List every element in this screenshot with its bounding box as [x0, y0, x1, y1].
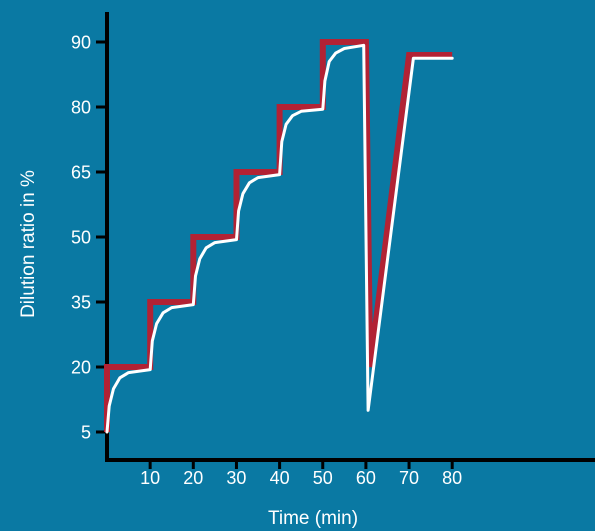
y-tick-label: 35 [71, 293, 91, 313]
x-tick-label: 40 [270, 468, 290, 488]
x-tick-label: 20 [183, 468, 203, 488]
x-tick-label: 70 [399, 468, 419, 488]
series-layer [104, 39, 454, 434]
programmed-profile-line [104, 39, 453, 432]
x-tick-label: 30 [226, 468, 246, 488]
y-tick-label: 65 [71, 163, 91, 183]
x-ticks: 10 20 30 40 50 60 70 80 [140, 460, 462, 488]
x-tick-label: 80 [442, 468, 462, 488]
x-axis-title: Time (min) [268, 508, 358, 529]
y-ticks: 5 20 35 50 65 80 90 [71, 33, 107, 443]
y-tick-label: 90 [71, 33, 91, 53]
x-tick-label: 50 [313, 468, 333, 488]
axes [105, 12, 595, 462]
y-tick-label: 5 [81, 423, 91, 443]
y-tick-label: 20 [71, 358, 91, 378]
response-curve-line [105, 43, 454, 434]
x-tick-label: 10 [140, 468, 160, 488]
y-tick-label: 50 [71, 228, 91, 248]
y-axis-title: Dilution ratio in % [18, 170, 39, 318]
y-tick-label: 80 [71, 98, 91, 118]
x-tick-label: 60 [356, 468, 376, 488]
